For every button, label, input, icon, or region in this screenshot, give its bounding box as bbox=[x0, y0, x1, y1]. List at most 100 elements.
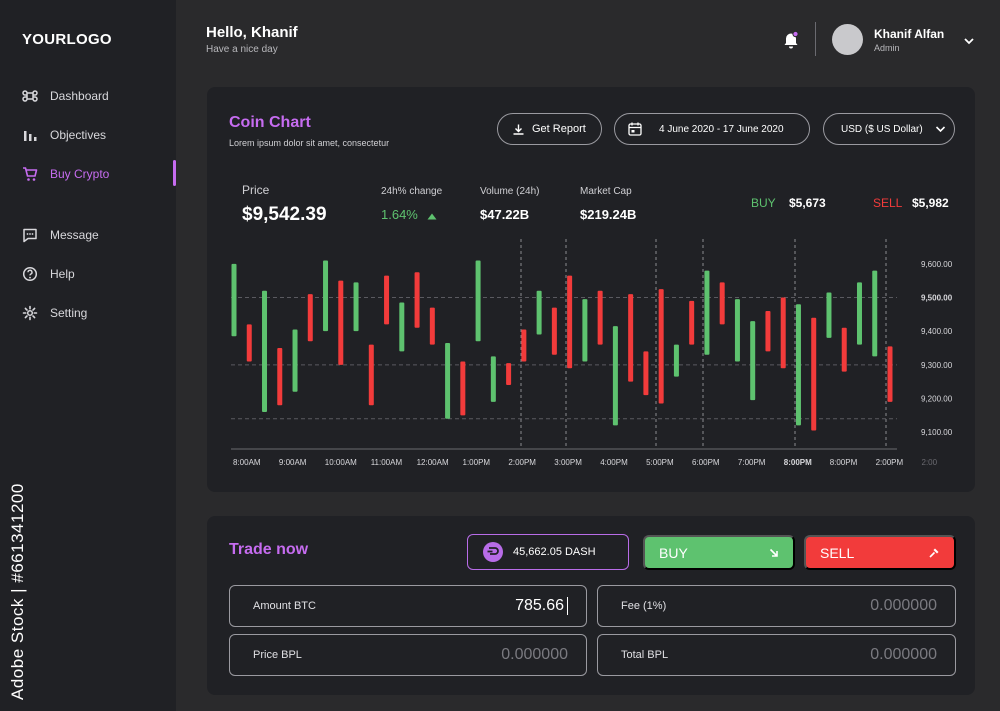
x-tick-label: 3:00PM bbox=[554, 458, 582, 467]
change-value: 1.64% bbox=[381, 207, 418, 222]
cart-icon bbox=[22, 166, 38, 182]
watermark: Adobe Stock | #661341200 bbox=[8, 483, 27, 700]
market-cap-label: Market Cap bbox=[580, 186, 632, 197]
candle-down bbox=[887, 346, 893, 402]
sell-button-label: SELL bbox=[820, 544, 855, 561]
arrow-down-right-icon bbox=[769, 548, 779, 558]
candle-up bbox=[475, 260, 481, 342]
bar-chart-icon bbox=[22, 127, 38, 143]
candle-down bbox=[719, 282, 725, 325]
price-bpl-field[interactable]: Price BPL 0.000000 bbox=[229, 634, 587, 676]
download-icon bbox=[513, 124, 524, 135]
sidebar-item-label: Buy Crypto bbox=[50, 167, 110, 181]
sidebar-item-message[interactable]: Message bbox=[22, 223, 176, 247]
y-tick-label: 9,500.00 bbox=[921, 294, 953, 303]
candle-up bbox=[795, 304, 801, 426]
sidebar: YOURLOGO Dashboard Objectives Buy Crypto… bbox=[0, 0, 176, 711]
sidebar-item-label: Setting bbox=[50, 306, 88, 320]
change-value-group: 1.64% bbox=[381, 207, 437, 223]
trade-card: Trade now bbox=[207, 516, 975, 695]
logo: YOURLOGO bbox=[22, 31, 112, 48]
greeting: Hello, Khanif bbox=[206, 24, 298, 41]
candle-up bbox=[612, 326, 618, 426]
y-tick-label: 9,300.00 bbox=[921, 361, 953, 370]
date-range-picker[interactable]: 4 June 2020 - 17 June 2020 bbox=[614, 113, 810, 145]
calendar-icon bbox=[628, 122, 642, 136]
total-bpl-label: Total BPL bbox=[621, 649, 669, 661]
get-report-button[interactable]: Get Report bbox=[497, 113, 602, 145]
x-tick-label: 9:00AM bbox=[279, 458, 307, 467]
sidebar-item-label: Objectives bbox=[50, 128, 107, 142]
coin-chart-card: Coin Chart Lorem ipsum dolor sit amet, c… bbox=[207, 87, 975, 492]
x-tick-label: 8:00AM bbox=[233, 458, 261, 467]
notification-bell-icon[interactable] bbox=[782, 30, 800, 50]
candle-down bbox=[384, 275, 390, 325]
candle-up bbox=[399, 302, 405, 352]
dash-balance-value: 45,662.05 DASH bbox=[513, 546, 596, 558]
sidebar-item-label: Dashboard bbox=[50, 89, 109, 103]
fee-field[interactable]: Fee (1%) 0.000000 bbox=[597, 585, 956, 627]
fee-label: Fee (1%) bbox=[621, 600, 667, 612]
avatar[interactable] bbox=[832, 24, 863, 55]
candle-down bbox=[521, 329, 527, 362]
candle-down bbox=[643, 351, 649, 396]
candle-up bbox=[856, 282, 862, 345]
get-report-label: Get Report bbox=[532, 123, 586, 135]
currency-select[interactable]: USD ($ US Dollar) bbox=[823, 113, 955, 145]
chevron-down-icon bbox=[935, 125, 946, 133]
y-tick-label: 9,100.00 bbox=[921, 428, 953, 437]
candle-up bbox=[353, 282, 359, 332]
candle-down bbox=[689, 300, 695, 345]
volume-value: $47.22B bbox=[480, 207, 530, 222]
candle-down bbox=[567, 275, 573, 369]
price-label: Price bbox=[242, 183, 270, 197]
candle-down bbox=[628, 294, 634, 382]
candle-down bbox=[551, 307, 557, 355]
candle-down bbox=[368, 344, 374, 406]
candle-up bbox=[323, 260, 329, 332]
user-role: Admin bbox=[874, 43, 900, 53]
amount-btc-label: Amount BTC bbox=[253, 600, 316, 612]
sidebar-item-dashboard[interactable]: Dashboard bbox=[22, 84, 176, 108]
fee-value: 0.000000 bbox=[870, 597, 937, 614]
candle-up bbox=[445, 342, 451, 419]
candle-up bbox=[704, 270, 710, 355]
candle-up bbox=[734, 299, 740, 362]
coin-chart-subtitle: Lorem ipsum dolor sit amet, consectetur bbox=[229, 138, 390, 148]
buy-button[interactable]: BUY bbox=[643, 535, 795, 570]
candle-down bbox=[246, 324, 252, 362]
candle-up bbox=[262, 290, 268, 412]
candle-down bbox=[765, 310, 771, 352]
candle-up bbox=[292, 329, 298, 392]
sidebar-item-setting[interactable]: Setting bbox=[22, 301, 176, 325]
candle-up bbox=[872, 270, 878, 357]
chevron-down-icon[interactable] bbox=[963, 33, 975, 45]
sidebar-item-help[interactable]: Help bbox=[22, 262, 176, 286]
candle-down bbox=[414, 272, 420, 328]
candle-down bbox=[277, 348, 283, 406]
x-tick-label: 2:00PM bbox=[876, 458, 904, 467]
trade-title: Trade now bbox=[229, 541, 309, 558]
amount-btc-value: 785.66 bbox=[515, 596, 568, 615]
buy-button-label: BUY bbox=[659, 544, 688, 561]
x-tick-label: 2:00PM bbox=[508, 458, 536, 467]
command-icon bbox=[22, 88, 38, 104]
sidebar-item-objectives[interactable]: Objectives bbox=[22, 123, 176, 147]
candle-down bbox=[307, 294, 313, 342]
coin-chart-title: Coin Chart bbox=[229, 114, 311, 131]
total-bpl-field[interactable]: Total BPL 0.000000 bbox=[597, 634, 956, 676]
candle-up bbox=[231, 263, 237, 337]
candle-up bbox=[536, 290, 542, 335]
y-tick-label: 9,400.00 bbox=[921, 327, 953, 336]
x-tick-label: 8:00PM bbox=[784, 458, 812, 467]
x-tick-label: 5:00PM bbox=[646, 458, 674, 467]
sidebar-item-buy-crypto[interactable]: Buy Crypto bbox=[22, 162, 176, 186]
sell-button[interactable]: SELL bbox=[804, 535, 956, 570]
dash-balance[interactable]: 45,662.05 DASH bbox=[467, 534, 629, 570]
candlestick-chart: 9,600.00 9,500.00 9,400.00 9,300.00 9,200.00… bbox=[231, 239, 953, 467]
sidebar-item-label: Message bbox=[50, 228, 99, 242]
candle-down bbox=[841, 327, 847, 372]
gear-icon bbox=[22, 305, 38, 321]
amount-btc-field[interactable]: Amount BTC 785.66 bbox=[229, 585, 587, 627]
sell-price-label: SELL bbox=[873, 196, 903, 210]
